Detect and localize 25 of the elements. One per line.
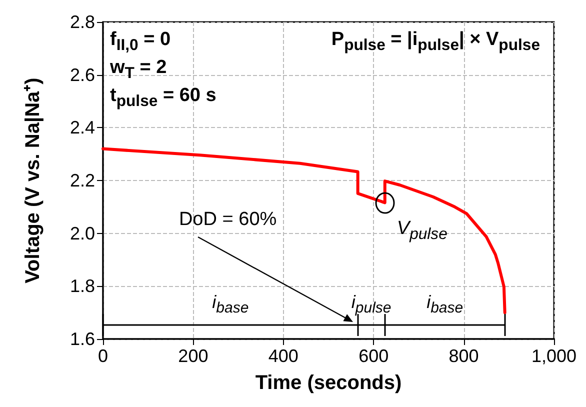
y-axis-title: Voltage (V vs. Na|Na⁺) [22, 78, 44, 284]
line-series [102, 147, 506, 314]
y-tick-label: 2.4 [70, 118, 95, 138]
annotation: w$_{T}$ = 2 [110, 57, 167, 82]
x-tick-label: 400 [268, 346, 298, 366]
annotation: t$_{pulse}$ = 60 s [110, 85, 216, 110]
x-tick-label: 800 [448, 346, 479, 366]
annotation: P$_{pulse}$ = |i$_{pulse}$| × V$_{pulse}$ [331, 29, 540, 54]
y-tick-label: 1.6 [70, 329, 95, 349]
x-tick-label: 200 [178, 346, 208, 366]
x-axis-title: Time (seconds) [255, 372, 402, 394]
annotation: V$_{pulse}$ [396, 218, 448, 242]
annotation: i$_{base}$ [212, 292, 249, 317]
x-tick-label: 0 [98, 346, 108, 366]
annotation: f$_{II,0}$ = 0 [110, 29, 171, 54]
y-tick-label: 2.8 [70, 12, 95, 32]
y-tick-label: 2.6 [70, 64, 95, 85]
annotation: i$_{pulse}$ [351, 292, 392, 317]
y-tick-label: 2.2 [70, 170, 95, 190]
annotation: DoD = 60% [178, 208, 277, 230]
y-tick-label: 1.8 [70, 276, 95, 296]
annotation: i$_{base}$ [426, 292, 464, 317]
y-tick-label: 2.0 [70, 223, 95, 244]
x-tick-label: 600 [358, 346, 389, 366]
x-tick-label: 1,000 [531, 346, 577, 366]
